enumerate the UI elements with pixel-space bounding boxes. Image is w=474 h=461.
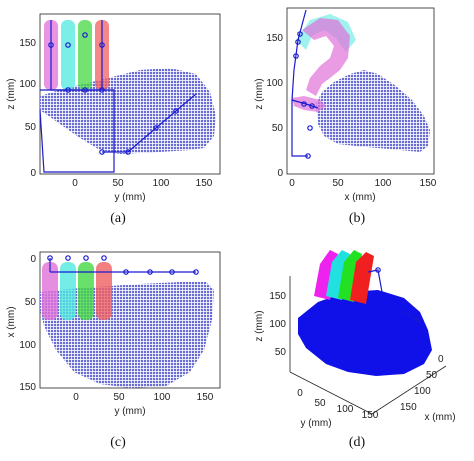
panel-d-axes [289, 276, 447, 415]
panel-c-mechanism [47, 255, 199, 275]
panel-a-xtick: 0 [72, 178, 78, 189]
panel-c-xtick: 0 [73, 392, 79, 403]
panel-c-xlabel: y (mm) [114, 406, 145, 417]
panel-d-ztick: 100 [337, 404, 354, 415]
panel-d-yticks: 150 100 50 [269, 291, 286, 358]
panel-d-mechanism [367, 267, 421, 323]
panel-c-finger-2 [60, 262, 76, 320]
panel-c-ytick: 150 [19, 382, 36, 393]
panel-b-workspace [316, 70, 430, 152]
panel-c-xtick: 50 [113, 392, 125, 403]
panel-d-zticks: 0 50 100 150 [297, 388, 379, 421]
panel-a-ytick: 100 [19, 79, 36, 90]
panel-a-ytick: 50 [25, 122, 37, 133]
panel-b-xtick: 0 [289, 178, 295, 189]
panel-b-ytick: 0 [277, 168, 283, 179]
panel-d-ztick: 150 [362, 410, 379, 421]
panel-d-ztick: 0 [297, 388, 303, 399]
panel-b-caption: (b) [349, 211, 366, 226]
panel-a-ytick: 150 [19, 38, 36, 49]
panel-c-finger-1 [42, 262, 58, 320]
panel-d-finger-4 [350, 252, 374, 304]
panel-c-ylabel: x (mm) [6, 306, 17, 337]
panel-c-finger-3 [78, 262, 94, 320]
panel-d-ylabel: z (mm) [254, 310, 265, 341]
panel-c-ytick: 0 [30, 254, 36, 265]
panel-b-ytick: 100 [266, 78, 283, 89]
panel-b-finger-1 [302, 18, 350, 96]
panel-c-ytick: 100 [19, 340, 36, 351]
panel-a-frame [39, 13, 221, 175]
panel-b-mechanism [291, 9, 319, 159]
panel-c-caption: (c) [110, 435, 126, 450]
panel-d-xlabel: x (mm) [424, 412, 455, 423]
panel-a-ylabel: z (mm) [6, 78, 17, 109]
panel-b-yticks: 150 100 50 0 [266, 33, 283, 179]
panel-d-xtick: 0 [438, 354, 444, 365]
panel-a-xtick: 150 [196, 178, 213, 189]
panel-b-xtick: 150 [420, 178, 437, 189]
panel-d-xtick: 150 [400, 402, 417, 413]
panel-a-finger-3 [78, 20, 92, 90]
panel-c-xticks: 0 50 100 150 [73, 392, 214, 403]
panel-b: 150 100 50 0 0 50 100 150 x (mm) z (mm) … [254, 7, 437, 226]
panel-a-ytick: 0 [30, 168, 36, 179]
panel-c-finger-4 [96, 262, 112, 320]
panel-a-xticks: 0 50 100 150 [72, 178, 213, 189]
panel-b-xtick: 50 [332, 178, 344, 189]
panel-a: 150 100 50 0 0 50 100 150 y (mm) z (mm) … [6, 13, 221, 226]
panel-a-mechanism [39, 20, 197, 173]
panel-c: 0 50 100 150 0 50 100 150 y (mm) x (mm) … [6, 251, 221, 450]
panel-a-finger-2 [61, 20, 75, 90]
panel-c-xtick: 150 [197, 392, 214, 403]
panel-b-ylabel: z (mm) [254, 78, 265, 109]
panel-d-ytick: 50 [275, 347, 287, 358]
panel-d-ytick: 100 [269, 319, 286, 330]
panel-b-frame [286, 7, 435, 175]
panel-d-ztick: 50 [314, 398, 326, 409]
panel-b-xlabel: x (mm) [344, 192, 375, 203]
panel-c-ytick: 50 [25, 297, 37, 308]
panel-c-xtick: 100 [154, 392, 171, 403]
panel-a-xlabel: y (mm) [114, 192, 145, 203]
panel-d-xtick: 100 [414, 386, 431, 397]
panel-a-caption: (a) [110, 211, 126, 226]
panel-a-xtick: 100 [153, 178, 170, 189]
panel-b-ytick: 50 [272, 123, 284, 134]
panel-b-ytick: 150 [266, 33, 283, 44]
panel-b-xticks: 0 50 100 150 [289, 178, 437, 189]
panel-d-xtick: 50 [426, 370, 438, 381]
panel-d-ytick: 150 [269, 291, 286, 302]
panel-d: 150 100 50 0 50 100 150 0 50 100 150 y (… [254, 250, 456, 450]
panel-a-yticks: 150 100 50 0 [19, 38, 36, 179]
panel-b-xtick: 100 [375, 178, 392, 189]
panel-d-workspace [298, 290, 432, 376]
panel-d-xticks: 0 50 100 150 [400, 354, 444, 413]
panel-d-zlabel: y (mm) [300, 418, 331, 429]
panel-d-caption: (d) [349, 435, 366, 450]
panel-a-xtick: 50 [112, 178, 124, 189]
panel-c-yticks: 0 50 100 150 [19, 254, 36, 393]
